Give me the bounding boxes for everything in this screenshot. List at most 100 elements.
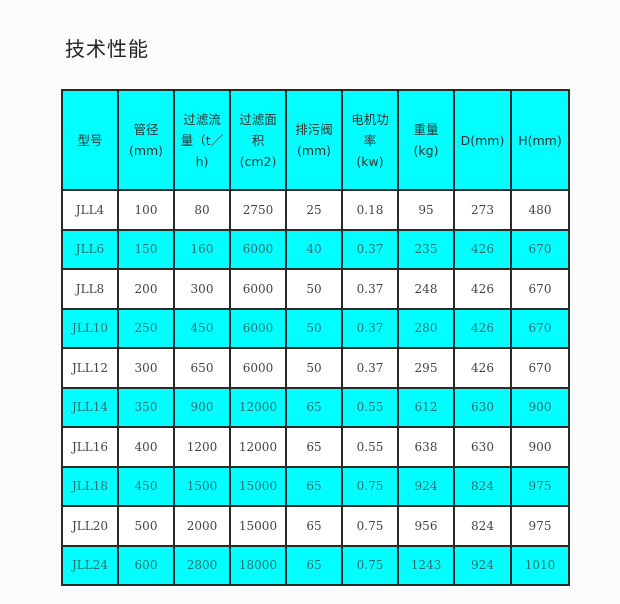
- table-cell: 6000: [229, 228, 287, 270]
- table-cell: 50: [285, 268, 343, 310]
- table-cell: 975: [510, 465, 570, 507]
- table-cell: 2800: [173, 544, 231, 586]
- table-cell: 450: [173, 307, 231, 349]
- column-header: 过滤流 量（t／ h): [173, 89, 231, 191]
- table-cell: 15000: [229, 505, 287, 547]
- model-cell: JLL16: [61, 426, 119, 468]
- column-header: 排污阀 (mm): [285, 89, 343, 191]
- table-cell: 95: [397, 189, 455, 231]
- table-cell: 0.55: [341, 386, 399, 428]
- table-cell: 670: [510, 347, 570, 389]
- table-row: JLL20 500 2000 15000 65 0.75 956 824 975: [61, 505, 570, 547]
- table-cell: 40: [285, 228, 343, 270]
- table-cell: 900: [510, 386, 570, 428]
- table-cell: 975: [510, 505, 570, 547]
- table-cell: 65: [285, 465, 343, 507]
- table-cell: 2750: [229, 189, 287, 231]
- table-row: JLL16 400 1200 12000 65 0.55 638 630 900: [61, 426, 570, 468]
- table-cell: 350: [117, 386, 175, 428]
- table-header-row: 型号 管径 (mm) 过滤流 量（t／ h) 过滤面 积 (cm2) 排污阀 (mm) 电…: [61, 89, 570, 191]
- table-cell: 300: [117, 347, 175, 389]
- model-cell: JLL10: [61, 307, 119, 349]
- table-cell: 0.75: [341, 465, 399, 507]
- table-cell: 426: [453, 228, 512, 270]
- table-cell: 12000: [229, 426, 287, 468]
- table-cell: 1010: [510, 544, 570, 586]
- table-cell: 400: [117, 426, 175, 468]
- table-cell: 670: [510, 228, 570, 270]
- table-cell: 100: [117, 189, 175, 231]
- table-cell: 0.37: [341, 228, 399, 270]
- table-cell: 80: [173, 189, 231, 231]
- table-row: JLL24 600 2800 18000 65 0.75 1243 924 1010: [61, 544, 570, 586]
- table-cell: 300: [173, 268, 231, 310]
- model-cell: JLL24: [61, 544, 119, 586]
- table-cell: 426: [453, 347, 512, 389]
- table-cell: 15000: [229, 465, 287, 507]
- model-cell: JLL6: [61, 228, 119, 270]
- table-cell: 670: [510, 307, 570, 349]
- table-cell: 12000: [229, 386, 287, 428]
- table-cell: 235: [397, 228, 455, 270]
- table-cell: 480: [510, 189, 570, 231]
- table-cell: 0.37: [341, 268, 399, 310]
- table-cell: 6000: [229, 268, 287, 310]
- table-cell: 0.37: [341, 307, 399, 349]
- column-header: 重量 (kg): [397, 89, 455, 191]
- table-cell: 900: [510, 426, 570, 468]
- table-cell: 670: [510, 268, 570, 310]
- table-cell: 630: [453, 426, 512, 468]
- table-cell: 824: [453, 465, 512, 507]
- table-cell: 426: [453, 268, 512, 310]
- table-cell: 450: [117, 465, 175, 507]
- table-row: JLL4 100 80 2750 25 0.18 95 273 480: [61, 189, 570, 231]
- table-cell: 65: [285, 426, 343, 468]
- table-cell: 956: [397, 505, 455, 547]
- table-row: JLL8 200 300 6000 50 0.37 248 426 670: [61, 268, 570, 310]
- table-cell: 638: [397, 426, 455, 468]
- table-cell: 1200: [173, 426, 231, 468]
- table-row: JLL6 150 160 6000 40 0.37 235 426 670: [61, 228, 570, 270]
- table-cell: 0.37: [341, 347, 399, 389]
- table-cell: 0.75: [341, 544, 399, 586]
- table-row: JLL12 300 650 6000 50 0.37 295 426 670: [61, 347, 570, 389]
- table-cell: 0.18: [341, 189, 399, 231]
- table-cell: 6000: [229, 347, 287, 389]
- table-cell: 500: [117, 505, 175, 547]
- table-cell: 150: [117, 228, 175, 270]
- table-cell: 250: [117, 307, 175, 349]
- table-cell: 50: [285, 307, 343, 349]
- column-header: 过滤面 积 (cm2): [229, 89, 287, 191]
- table-row: JLL18 450 1500 15000 65 0.75 924 824 975: [61, 465, 570, 507]
- table-cell: 0.75: [341, 505, 399, 547]
- column-header: H(mm): [510, 89, 570, 191]
- table-cell: 630: [453, 386, 512, 428]
- table-cell: 273: [453, 189, 512, 231]
- table-cell: 6000: [229, 307, 287, 349]
- table-cell: 280: [397, 307, 455, 349]
- table-cell: 295: [397, 347, 455, 389]
- table-row: JLL10 250 450 6000 50 0.37 280 426 670: [61, 307, 570, 349]
- table-cell: 25: [285, 189, 343, 231]
- table-cell: 160: [173, 228, 231, 270]
- table-cell: 650: [173, 347, 231, 389]
- table-cell: 0.55: [341, 426, 399, 468]
- table-cell: 65: [285, 386, 343, 428]
- model-cell: JLL8: [61, 268, 119, 310]
- table-cell: 248: [397, 268, 455, 310]
- table-cell: 924: [397, 465, 455, 507]
- model-cell: JLL18: [61, 465, 119, 507]
- model-cell: JLL20: [61, 505, 119, 547]
- spec-table: 型号 管径 (mm) 过滤流 量（t／ h) 过滤面 积 (cm2) 排污阀 (mm) 电…: [61, 89, 570, 586]
- model-cell: JLL14: [61, 386, 119, 428]
- model-cell: JLL12: [61, 347, 119, 389]
- table-cell: 50: [285, 347, 343, 389]
- table-cell: 2000: [173, 505, 231, 547]
- table-cell: 18000: [229, 544, 287, 586]
- table-cell: 1500: [173, 465, 231, 507]
- column-header: 管径 (mm): [117, 89, 175, 191]
- model-cell: JLL4: [61, 189, 119, 231]
- table-cell: 924: [453, 544, 512, 586]
- table-cell: 900: [173, 386, 231, 428]
- table-cell: 1243: [397, 544, 455, 586]
